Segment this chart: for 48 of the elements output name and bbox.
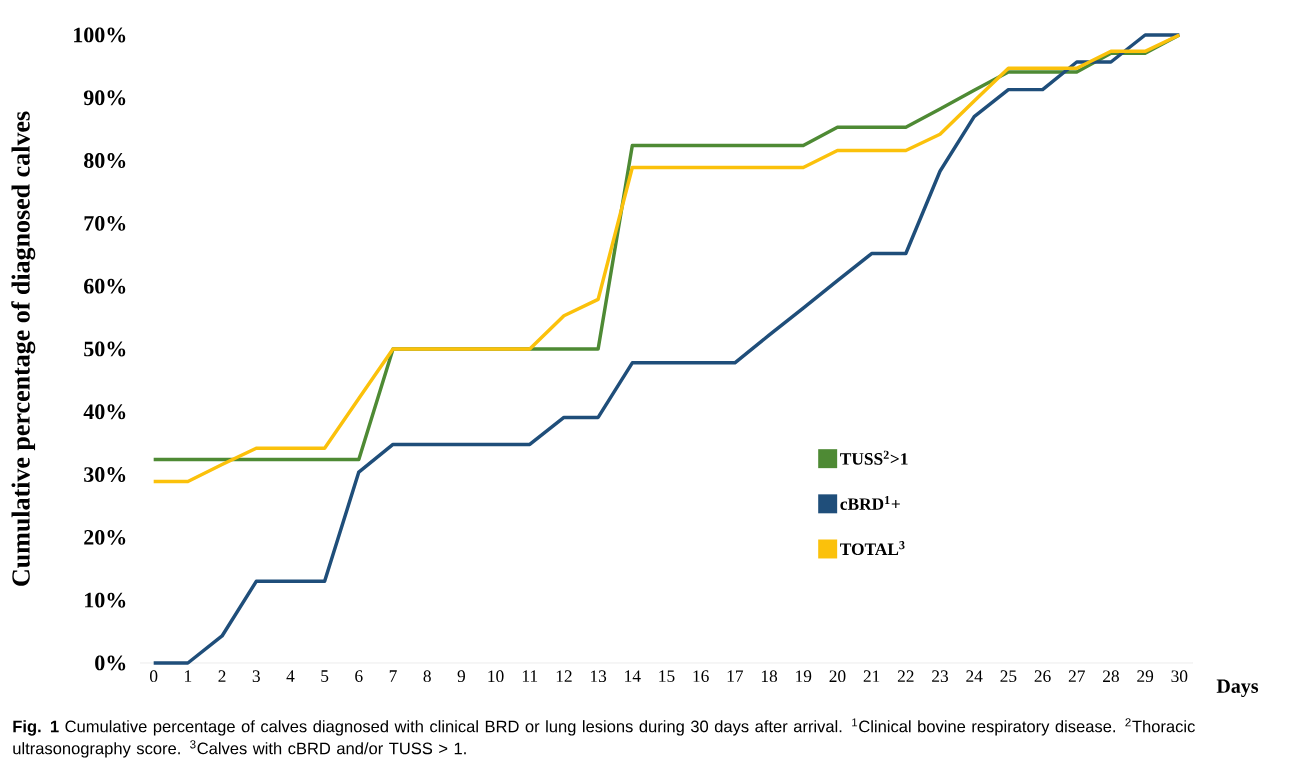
x-tick-label: 28 <box>1103 670 1119 683</box>
x-tick-label: 0 <box>150 670 158 683</box>
legend-label: cBRD$^{1}$+ <box>840 495 900 510</box>
y-tick-label: 10% <box>85 592 126 608</box>
y-tick-label: 50% <box>84 341 126 357</box>
x-tick-label: 22 <box>897 670 914 682</box>
x-tick-label: 3 <box>252 670 260 683</box>
x-tick-label: 11 <box>522 670 538 682</box>
x-tick-label: 24 <box>966 670 983 682</box>
y-tick-label: 60% <box>84 278 126 294</box>
x-tick-label: 27 <box>1068 670 1085 682</box>
x-tick-label: 6 <box>355 670 363 683</box>
x-tick-label: 30 <box>1171 670 1188 683</box>
x-tick-label: 25 <box>1000 670 1017 683</box>
y-axis-title: Cumulative percentage of diagnosed calves <box>11 111 36 586</box>
x-tick-label: 7 <box>389 670 397 682</box>
x-tick-label: 10 <box>488 670 504 683</box>
y-tick-label: 30% <box>84 467 126 483</box>
x-tick-label: 17 <box>727 670 744 682</box>
x-tick-label: 23 <box>932 670 948 683</box>
x-tick-label: 29 <box>1137 670 1154 683</box>
x-tick-label: 1 <box>185 670 192 682</box>
x-tick-label: 9 <box>457 670 465 683</box>
y-tick-label: 40% <box>83 404 126 420</box>
x-tick-label: 14 <box>625 670 641 682</box>
legend-label: TUSS$^{2}$>1 <box>840 450 908 465</box>
y-tick-label: 90% <box>83 90 126 106</box>
x-tick-label: 26 <box>1034 670 1051 683</box>
y-tick-label: 100% <box>74 27 126 43</box>
y-tick-label: 0% <box>95 655 126 671</box>
x-tick-label: 8 <box>423 670 431 683</box>
x-tick-label: 19 <box>796 670 812 683</box>
y-tick-label: 20% <box>84 529 126 545</box>
x-tick-label: 21 <box>863 670 880 682</box>
legend-label: TOTAL$^{3}$ <box>840 541 905 556</box>
x-tick-label: 16 <box>693 670 709 683</box>
x-tick-label: 13 <box>590 670 607 683</box>
x-tick-label: 2 <box>218 670 226 682</box>
x-tick-label: 20 <box>829 670 846 683</box>
text: Fig. 1 Cumulative percentage of calves diagnosed with clinical BRD or lung lesions during 30 days after arrival. $^{1}$Clinical bovine respiratory disease. $^{2}$Thoracic ultrasonography score. $^{3}$Calves with cBRD and/or TUSS > 1. <box>13 718 1195 758</box>
x-tick-label: 5 <box>321 670 329 682</box>
x-tick-label: 15 <box>659 670 675 682</box>
y-tick-label: 80% <box>84 153 126 169</box>
x-tick-label: 4 <box>286 670 295 682</box>
x-axis-title: Days <box>1216 679 1259 698</box>
x-tick-label: 18 <box>761 670 778 683</box>
y-tick-label: 70% <box>84 215 126 231</box>
x-tick-label: 12 <box>556 670 572 682</box>
